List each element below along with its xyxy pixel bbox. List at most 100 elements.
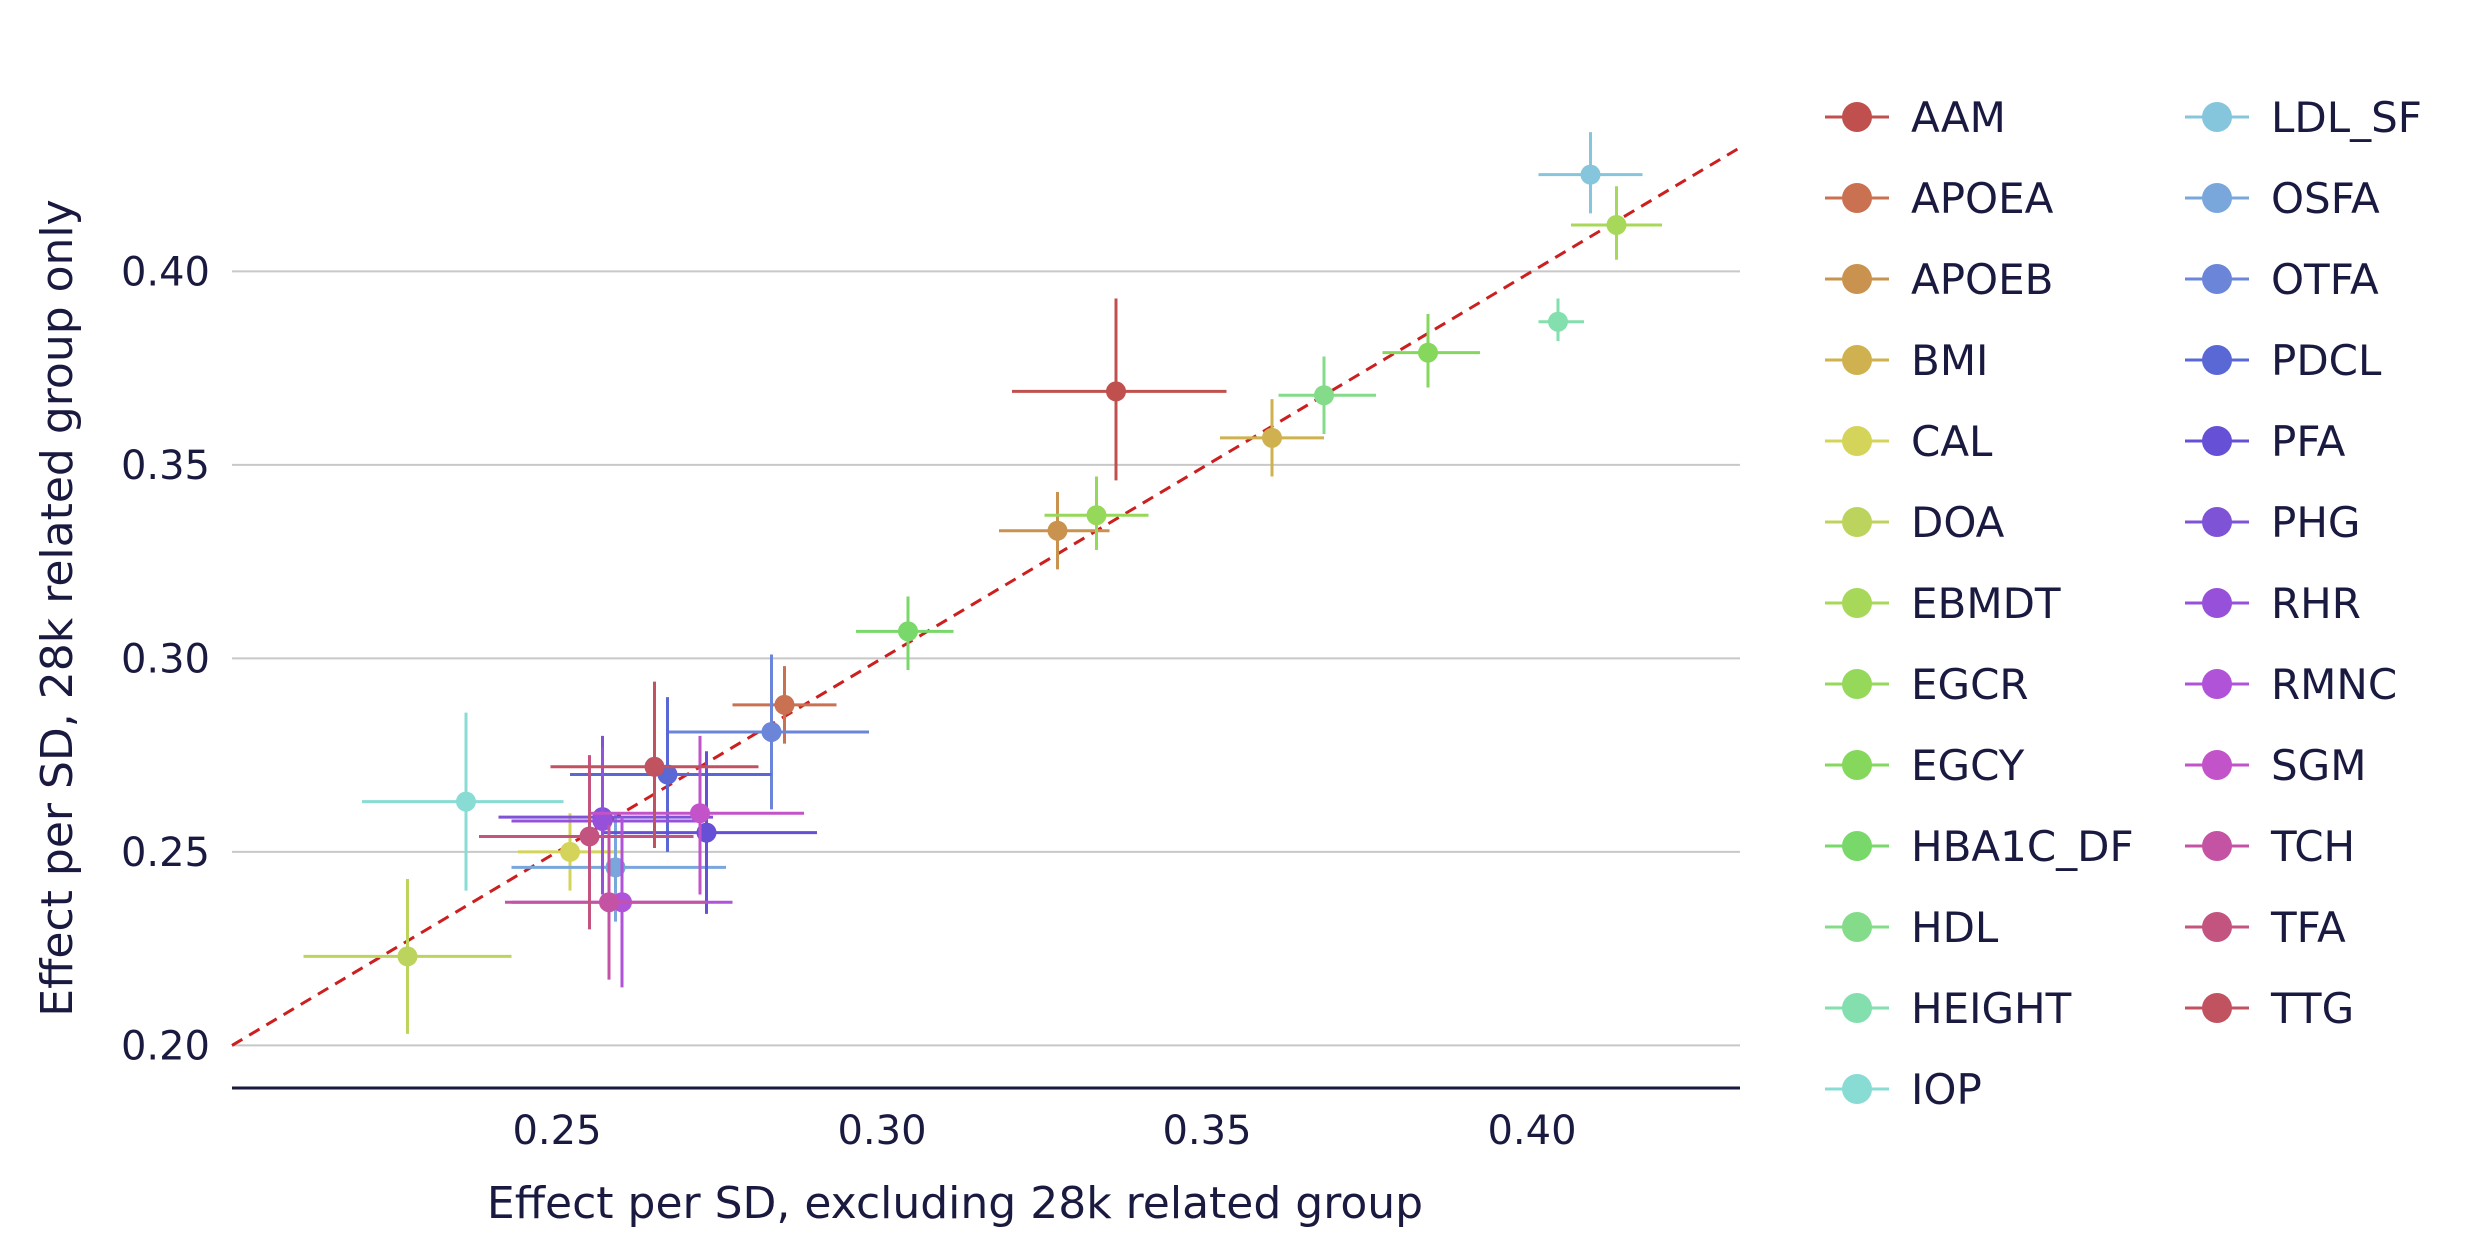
legend-item-tfa: TFA xyxy=(2185,903,2346,952)
legend-item-aam: AAM xyxy=(1825,93,2006,142)
point-marker xyxy=(1047,520,1068,541)
legend-item-rmnc: RMNC xyxy=(2185,660,2397,709)
legend-label: TTG xyxy=(2270,984,2354,1033)
point-height xyxy=(1538,298,1584,342)
legend-marker xyxy=(2202,993,2232,1023)
legend-item-rhr: RHR xyxy=(2185,579,2361,628)
y-tick-label: 0.35 xyxy=(121,443,210,489)
legend-label: PHG xyxy=(2271,498,2360,547)
legend-item-tch: TCH xyxy=(2185,822,2355,871)
legend-label: IOP xyxy=(1911,1065,1982,1114)
point-marker xyxy=(690,803,710,824)
legend-marker xyxy=(1842,912,1872,942)
legend-item-height: HEIGHT xyxy=(1825,984,2072,1033)
legend-label: DOA xyxy=(1911,498,2005,547)
point-marker xyxy=(1418,342,1438,363)
point-ldl-sf xyxy=(1538,132,1643,214)
legend-item-otfa: OTFA xyxy=(2185,255,2379,304)
legend-label: EGCR xyxy=(1911,660,2029,709)
legend-label: HDL xyxy=(1911,903,1999,952)
legend-marker xyxy=(1842,264,1872,294)
point-ttg xyxy=(550,681,759,849)
axes: 0.20 0.25 0.30 0.35 0.40 0.25 0.30 0.35 0.40 xyxy=(121,249,1740,1154)
point-marker xyxy=(456,791,476,812)
legend-label: TCH xyxy=(2270,822,2355,871)
point-sgm xyxy=(589,735,804,895)
point-egcy xyxy=(1382,313,1480,388)
legend-marker xyxy=(2202,264,2232,294)
y-tick-label: 0.25 xyxy=(121,830,210,876)
legend-item-doa: DOA xyxy=(1825,498,2005,547)
point-marker xyxy=(1548,311,1568,332)
data-points xyxy=(303,132,1662,1034)
legend-marker xyxy=(2202,183,2232,213)
point-marker xyxy=(898,621,918,642)
legend-item-egcy: EGCY xyxy=(1825,741,2025,790)
point-hdl xyxy=(1278,356,1376,434)
legend-label: OTFA xyxy=(2271,255,2379,304)
point-marker xyxy=(774,694,795,715)
point-marker xyxy=(1314,385,1334,406)
point-iop xyxy=(362,712,564,891)
reference-line xyxy=(231,146,1741,1047)
point-marker xyxy=(761,721,782,742)
legend-label: APOEA xyxy=(1911,174,2054,223)
point-marker xyxy=(579,826,600,847)
legend-marker xyxy=(2202,912,2232,942)
legend-item-hdl: HDL xyxy=(1825,903,1999,952)
legend-item-ttg: TTG xyxy=(2185,984,2354,1033)
legend-marker xyxy=(2202,426,2232,456)
legend-marker xyxy=(2202,669,2232,699)
legend-marker xyxy=(2202,750,2232,780)
legend-label: TFA xyxy=(2270,903,2346,952)
point-marker xyxy=(1086,505,1107,526)
legend-marker xyxy=(2202,102,2232,132)
point-ebmdt xyxy=(1571,186,1662,260)
point-marker xyxy=(1606,214,1627,235)
point-egcr xyxy=(1044,476,1149,551)
y-tick-label: 0.20 xyxy=(121,1023,210,1069)
legend-label: OSFA xyxy=(2271,174,2380,223)
point-doa xyxy=(303,879,512,1034)
legend: AAM APOEA APOEB BMI CAL DOA EBMDT EGCR EGCY HBA1C… xyxy=(1825,93,2422,1114)
point-bmi xyxy=(1220,399,1324,477)
legend-item-bmi: BMI xyxy=(1825,336,1988,385)
legend-label: HEIGHT xyxy=(1911,984,2072,1033)
legend-item-cal: CAL xyxy=(1825,417,1993,466)
legend-item-ldl-sf: LDL_SF xyxy=(2185,93,2422,142)
legend-label: RMNC xyxy=(2271,660,2397,709)
legend-marker xyxy=(1842,669,1872,699)
y-tick-label: 0.30 xyxy=(121,636,210,682)
legend-label: EBMDT xyxy=(1911,579,2061,628)
legend-item-pfa: PFA xyxy=(2185,417,2346,466)
point-rhr xyxy=(511,747,700,895)
legend-label: SGM xyxy=(2271,741,2366,790)
point-marker xyxy=(644,756,665,777)
legend-marker xyxy=(1842,750,1872,780)
legend-item-iop: IOP xyxy=(1825,1065,1982,1114)
legend-label: PDCL xyxy=(2271,336,2382,385)
legend-marker xyxy=(1842,993,1872,1023)
x-tick-label: 0.25 xyxy=(512,1108,601,1154)
point-apoeb xyxy=(999,492,1110,570)
point-hba1c-df xyxy=(856,596,954,671)
legend-item-egcr: EGCR xyxy=(1825,660,2029,709)
legend-label: CAL xyxy=(1911,417,1993,466)
legend-label: PFA xyxy=(2271,417,2346,466)
point-marker xyxy=(1262,427,1282,448)
legend-marker xyxy=(1842,426,1872,456)
x-tick-label: 0.30 xyxy=(837,1108,926,1154)
legend-item-osfa: OSFA xyxy=(2185,174,2380,223)
point-tfa xyxy=(479,755,694,930)
legend-item-hba1c-df: HBA1C_DF xyxy=(1825,822,2134,871)
legend-label: AAM xyxy=(1911,93,2006,142)
point-marker xyxy=(397,946,418,967)
legend-marker xyxy=(2202,345,2232,375)
legend-marker xyxy=(1842,345,1872,375)
point-marker xyxy=(560,841,580,862)
legend-item-ebmdt: EBMDT xyxy=(1825,579,2061,628)
legend-item-apoeb: APOEB xyxy=(1825,255,2053,304)
legend-label: EGCY xyxy=(1911,741,2025,790)
point-tch xyxy=(505,824,707,980)
